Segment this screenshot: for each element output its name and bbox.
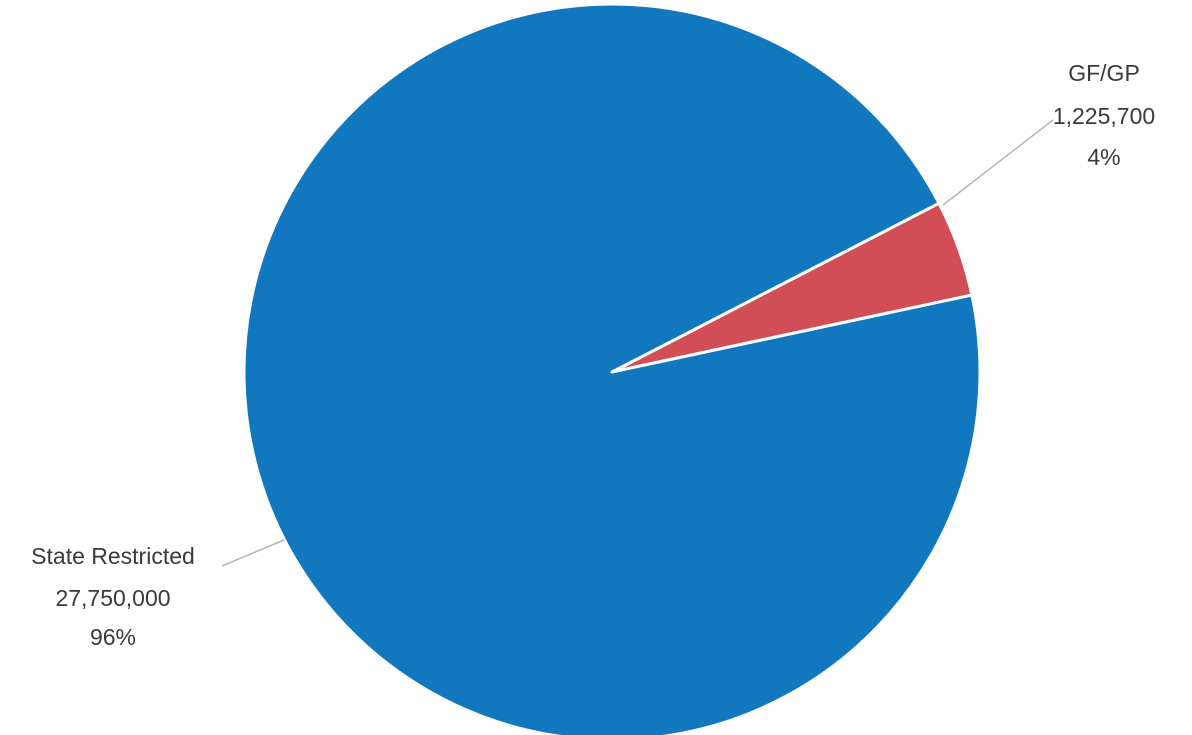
data-label-state-restricted-name: State Restricted <box>31 543 195 569</box>
data-label-gf-gp-percent: 4% <box>1087 144 1120 170</box>
leader-line-state-restricted <box>221 539 285 567</box>
data-label-state-restricted-percent: 96% <box>90 624 136 650</box>
data-label-gf-gp-name: GF/GP <box>1068 60 1140 86</box>
data-label-state-restricted-value: 27,750,000 <box>55 585 170 611</box>
pie-slices <box>242 2 982 735</box>
data-label-gf-gp-value: 1,225,700 <box>1053 103 1155 129</box>
leader-line-gf-gp <box>942 119 1054 206</box>
pie-slice-state-restricted <box>242 2 982 735</box>
